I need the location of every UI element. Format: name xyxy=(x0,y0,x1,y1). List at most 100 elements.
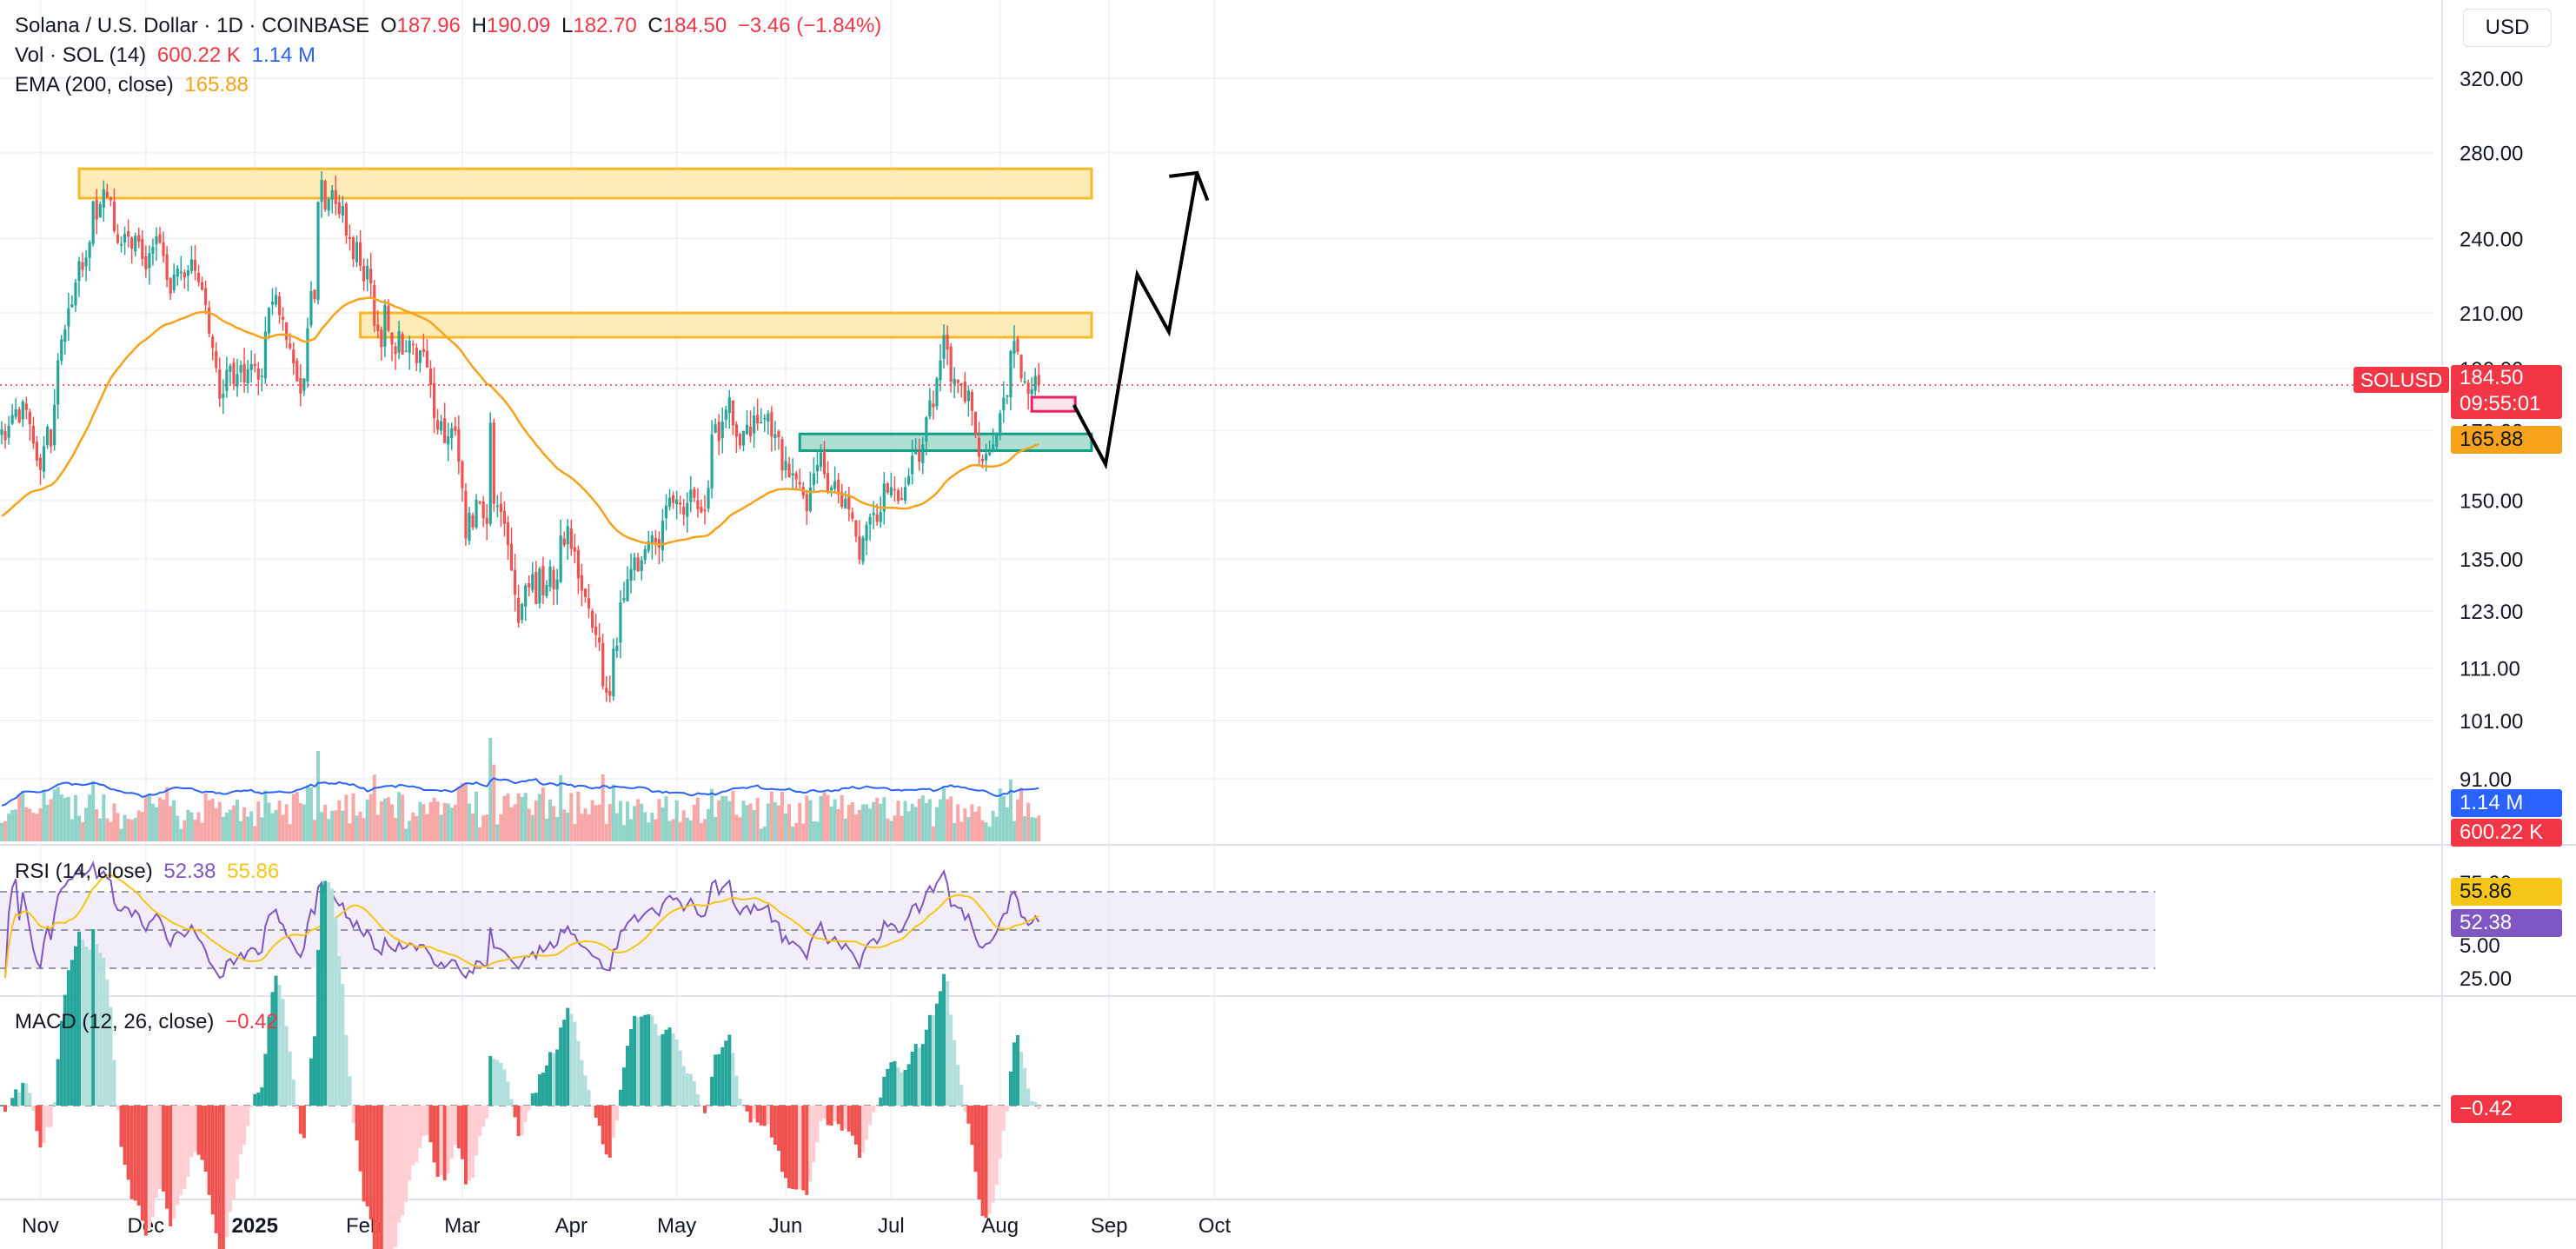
macd-histogram-bar xyxy=(408,1106,412,1181)
volume-bar xyxy=(601,774,605,841)
time-axis-label: Aug xyxy=(981,1214,1019,1238)
currency-button[interactable]: USD xyxy=(2463,9,2552,47)
rsi-legend[interactable]: RSI (14, close) 52.38 55.86 xyxy=(15,859,284,885)
candle xyxy=(966,390,970,402)
candle xyxy=(383,305,387,347)
volume-bar xyxy=(548,799,553,841)
candle xyxy=(112,201,116,231)
macd-histogram-bar xyxy=(787,1106,792,1188)
macd-histogram-bar xyxy=(415,1106,419,1163)
volume-bar xyxy=(1026,802,1031,841)
volume-bar xyxy=(358,811,362,841)
candle xyxy=(587,598,591,609)
candle xyxy=(935,378,939,407)
macd-histogram-bar xyxy=(189,1106,194,1158)
projection-arrowhead xyxy=(1169,170,1210,202)
macd-legend[interactable]: MACD (12, 26, close) −0.42 xyxy=(15,1009,283,1035)
macd-histogram-bar xyxy=(435,1106,440,1177)
macd-histogram-bar xyxy=(341,984,345,1106)
volume-bar xyxy=(970,804,974,841)
volume-bar xyxy=(917,799,921,841)
macd-histogram-bar xyxy=(755,1106,760,1123)
candle xyxy=(889,487,893,496)
volume-bar xyxy=(35,814,39,841)
candle xyxy=(200,282,204,290)
volume-bar xyxy=(154,807,158,841)
ema-legend[interactable]: EMA (200, close) 165.88 xyxy=(15,72,254,98)
macd-histogram-bar xyxy=(411,1106,415,1166)
volume-bar xyxy=(81,821,85,841)
candle xyxy=(134,236,137,252)
volume-bar xyxy=(896,801,900,841)
macd-histogram-bar xyxy=(580,1060,584,1106)
macd-histogram-bar xyxy=(882,1076,886,1106)
volume-bar xyxy=(987,827,992,841)
volume-bar xyxy=(207,800,211,841)
macd-histogram-bar xyxy=(439,1106,443,1175)
candle xyxy=(408,340,411,354)
macd-histogram-bar xyxy=(133,1106,137,1201)
macd-histogram-bar xyxy=(277,985,282,1106)
candle xyxy=(643,548,647,561)
symbol-line[interactable]: Solana / U.S. Dollar · 1D · COINBASE xyxy=(15,14,370,37)
volume-bar xyxy=(502,795,507,841)
candle xyxy=(270,301,275,305)
macd-histogram-bar xyxy=(607,1106,612,1158)
candle xyxy=(502,510,507,524)
volume-legend[interactable]: Vol · SOL (14) 600.22 K 1.14 M xyxy=(15,43,321,69)
candle xyxy=(10,415,14,424)
candle xyxy=(450,428,454,439)
macd-histogram-bar xyxy=(481,1106,486,1127)
candle xyxy=(745,424,749,435)
macd-histogram-bar xyxy=(685,1073,689,1106)
macd-histogram-bar xyxy=(200,1106,204,1160)
candle xyxy=(144,256,148,269)
candle xyxy=(380,329,383,348)
macd-histogram-bar xyxy=(203,1106,208,1172)
candle xyxy=(667,497,672,507)
price-axis-label: 101.00 xyxy=(2460,710,2523,734)
macd-histogram-bar xyxy=(544,1065,548,1106)
open-label: O xyxy=(380,14,397,37)
volume-bar xyxy=(109,821,113,841)
macd-histogram-bar xyxy=(987,1106,992,1214)
candle xyxy=(858,535,861,560)
macd-histogram-bar xyxy=(162,1106,166,1192)
change-value: −3.46 (−1.84%) xyxy=(737,14,882,37)
volume-bar xyxy=(49,799,53,841)
volume-bar xyxy=(56,787,60,841)
volume-bar xyxy=(313,820,317,841)
macd-histogram-bar xyxy=(850,1106,854,1136)
candle xyxy=(91,201,95,244)
macd-histogram-bar xyxy=(475,1106,479,1156)
macd-histogram-bar xyxy=(868,1106,873,1126)
candle xyxy=(88,242,91,258)
volume-bar xyxy=(439,814,443,841)
candle xyxy=(84,257,88,267)
macd-histogram-bar xyxy=(889,1062,893,1106)
volume-bar xyxy=(805,795,809,841)
macd-histogram-bar xyxy=(502,1069,507,1106)
volume-legend-label: Vol · SOL (14) xyxy=(15,43,147,67)
candle xyxy=(756,415,760,424)
candle xyxy=(636,557,640,572)
volume-bar xyxy=(70,819,74,841)
volume-bar xyxy=(344,794,349,841)
volume-bar xyxy=(397,792,402,841)
macd-histogram-bar xyxy=(773,1106,777,1146)
rsi-legend-value: 52.38 xyxy=(163,860,216,883)
candle xyxy=(506,522,510,546)
macd-histogram-bar xyxy=(664,1029,668,1106)
macd-histogram-bar xyxy=(1019,1052,1024,1106)
macd-histogram-bar xyxy=(485,1106,489,1119)
macd-histogram-bar xyxy=(499,1062,503,1106)
candle xyxy=(865,524,868,541)
macd-histogram-bar xyxy=(537,1074,541,1106)
macd-histogram-bar xyxy=(661,1033,665,1106)
macd-histogram-bar xyxy=(73,946,77,1106)
candle xyxy=(562,538,566,546)
candle xyxy=(601,642,605,687)
candle xyxy=(731,400,734,426)
macd-histogram-bar xyxy=(382,1106,387,1249)
